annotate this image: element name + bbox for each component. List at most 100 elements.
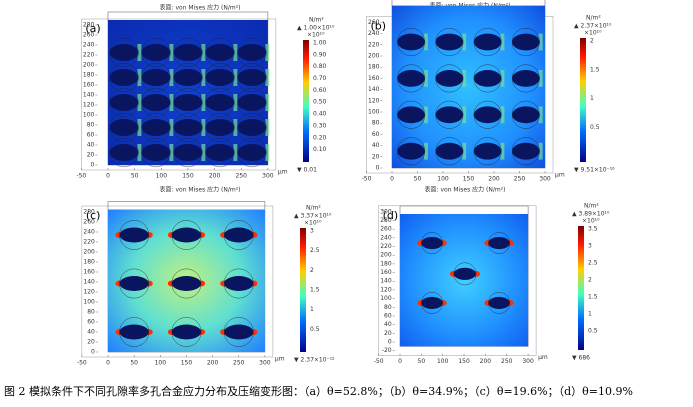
x-tick-label: 0 (106, 360, 110, 367)
y-tick-label: 80 (87, 309, 95, 316)
stress-band (462, 70, 467, 87)
stress-field (400, 213, 529, 347)
y-tick-label: 280 (83, 22, 95, 29)
x-tick-label: -50 (76, 173, 86, 180)
pore (512, 33, 540, 51)
colorbar-min: ▼ 9.51×10⁻¹⁶ (574, 167, 615, 174)
colorbar (303, 40, 309, 162)
pore (512, 142, 540, 160)
stress-band (201, 69, 206, 86)
y-tick-label: 200 (368, 53, 380, 60)
stress-band (500, 33, 505, 51)
pore (109, 144, 139, 161)
pore-outline (173, 87, 203, 118)
colorbar-max: ▲ 1.00×10¹⁰ (297, 25, 335, 32)
y-tick-label: 100 (83, 112, 95, 119)
y-tick-label: 120 (368, 97, 380, 104)
colorbar-tick: 0.80 (313, 63, 327, 70)
pore-outline (397, 137, 426, 166)
y-tick-label: 80 (372, 120, 380, 127)
stress-band (500, 142, 505, 160)
plot-title: 表面: von Mises 应力 (N/m²) (425, 186, 506, 194)
pore (173, 44, 203, 61)
stress-band (137, 94, 142, 111)
colorbar-unit: N/m² (586, 15, 601, 22)
y-tick-label: 100 (380, 295, 392, 302)
x-tick-label: 250 (236, 173, 248, 180)
pore (173, 119, 203, 136)
pore (435, 142, 464, 160)
y-tick-label: 220 (83, 239, 95, 246)
stress-band (137, 144, 142, 161)
pore (224, 227, 254, 243)
x-tick-label: 0 (106, 173, 110, 180)
pore-outline (141, 112, 171, 143)
y-tick-label: -20 (382, 347, 392, 354)
y-tick-label: 200 (83, 249, 95, 256)
x-tick-label: 300 (262, 173, 274, 180)
pore (397, 106, 425, 124)
axis-unit: μm (278, 169, 288, 176)
pore-outline (237, 62, 267, 93)
pore (397, 33, 425, 51)
pore (421, 236, 443, 250)
colorbar-tick: 0.50 (313, 99, 327, 106)
pore-outline (397, 28, 426, 56)
axis-unit: μm (555, 172, 565, 179)
colorbar (300, 228, 306, 352)
colorbar-tick: 2 (310, 267, 314, 274)
x-tick-label: 50 (130, 360, 138, 367)
colorbar-unit: N/m² (309, 17, 324, 24)
stress-band (462, 142, 467, 160)
colorbar-tick: 1 (588, 310, 592, 317)
pore-outline (397, 64, 426, 93)
colorbar-tick: 3 (588, 242, 592, 249)
stress-band (538, 142, 543, 160)
y-tick-label: 140 (83, 279, 95, 286)
pore (435, 70, 464, 87)
colorbar-max: ▲ 2.37×10¹⁰ (574, 23, 612, 30)
pore (109, 44, 139, 61)
stress-band (538, 33, 543, 51)
pore-outline (141, 37, 171, 68)
x-tick-label: 250 (514, 176, 526, 183)
pore (171, 227, 202, 243)
y-tick-label: 220 (380, 243, 392, 250)
y-tick-label: 220 (83, 52, 95, 59)
y-tick-label: 240 (380, 234, 392, 241)
y-tick-label: 120 (83, 102, 95, 109)
colorbar-tick: 3.5 (588, 226, 598, 233)
colorbar-exponent: ×10¹⁰ (582, 218, 600, 225)
pore (435, 33, 464, 51)
pore-outline (511, 137, 540, 166)
stress-band (265, 119, 270, 136)
pore-outline (141, 62, 171, 93)
x-tick-label: 50 (131, 173, 139, 180)
colorbar-tick: 0.5 (588, 327, 598, 334)
stress-band (423, 106, 428, 124)
pore (421, 296, 443, 310)
colorbar-tick: 0.5 (310, 326, 320, 333)
pore (173, 94, 203, 111)
y-tick-label: 160 (83, 82, 95, 89)
pore-outline (171, 220, 202, 250)
x-tick-label: 200 (488, 176, 500, 183)
y-tick-label: 200 (380, 252, 392, 259)
pore (237, 44, 267, 61)
stress-band (233, 69, 238, 86)
pore-outline (421, 292, 443, 314)
pore (237, 119, 267, 136)
pore-outline (141, 137, 171, 168)
caption: 图 2 模拟条件下不同孔隙率多孔合金应力分布及压缩变形图：（a）θ=52.8%；… (4, 384, 633, 398)
y-tick-label: 240 (83, 229, 95, 236)
y-tick-label: 260 (368, 19, 380, 26)
y-tick-label: 260 (83, 219, 95, 226)
stress-band (169, 94, 174, 111)
x-tick-label: 0 (398, 358, 402, 365)
pore (473, 106, 502, 124)
stress-field (392, 5, 545, 168)
pore-outline (109, 112, 139, 143)
colorbar-tick: 2.5 (588, 259, 598, 266)
stress-band (462, 33, 467, 51)
y-tick-label: 180 (83, 72, 95, 79)
